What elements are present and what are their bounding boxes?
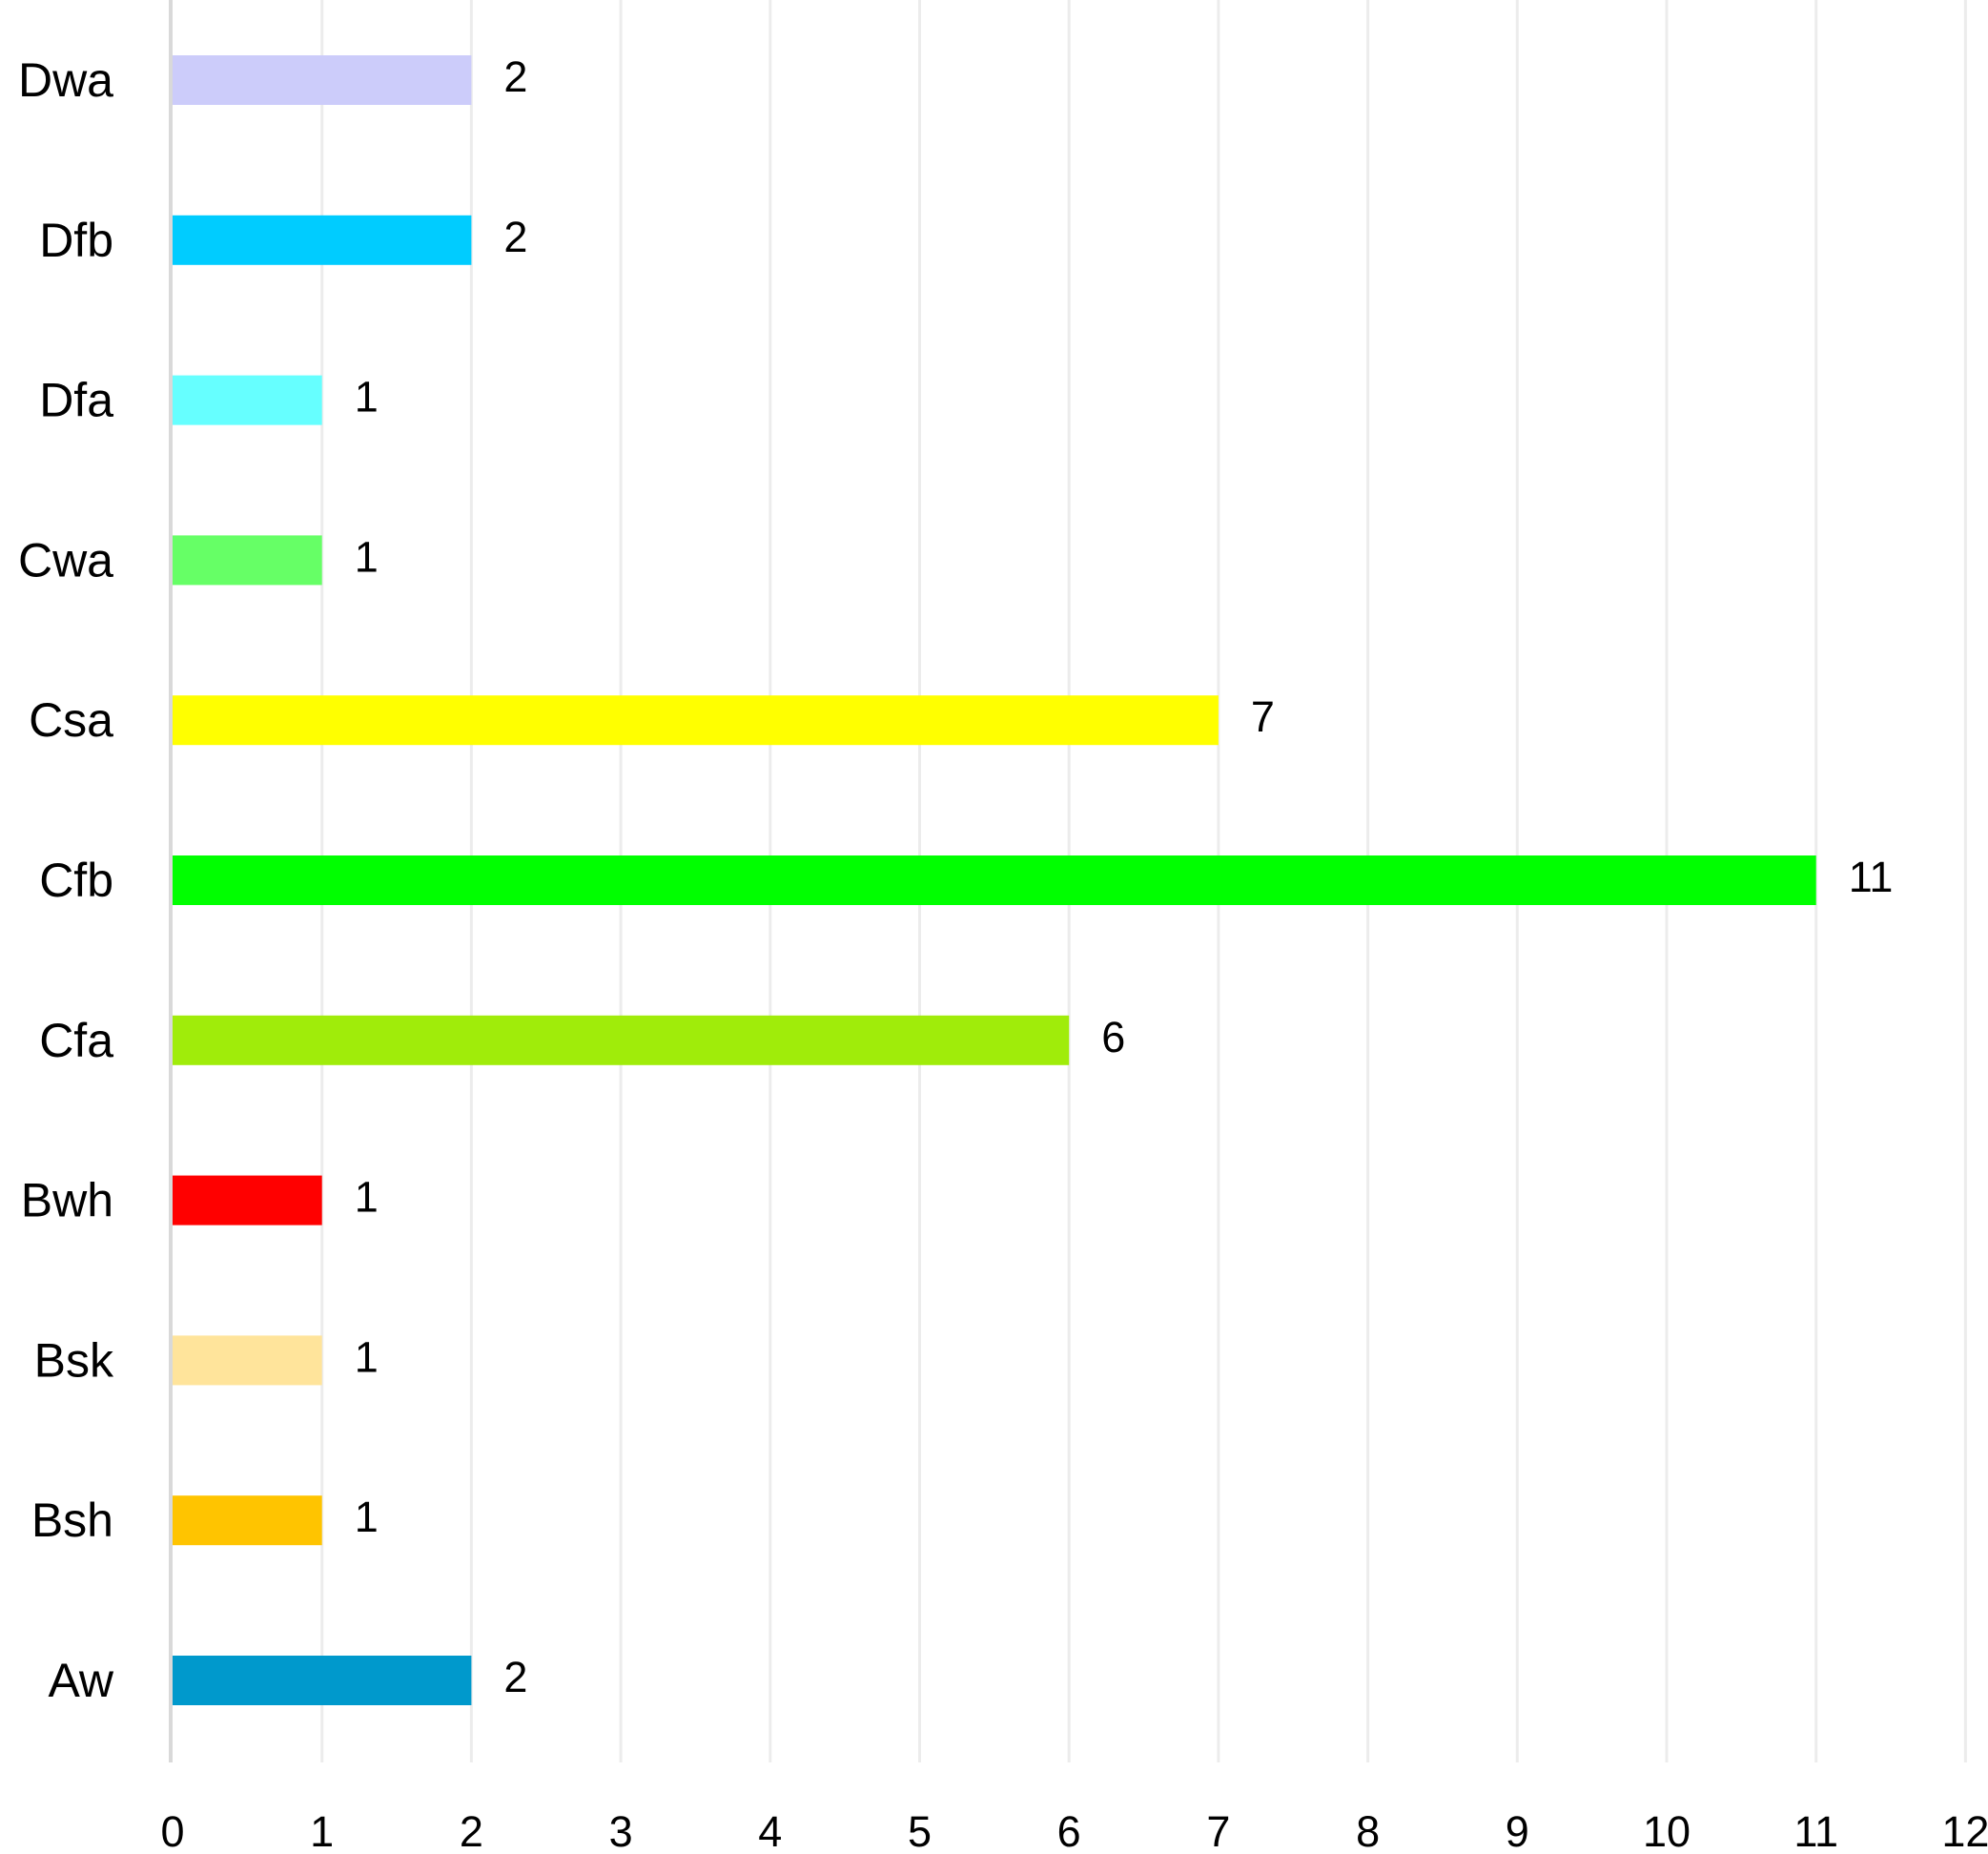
value-label-bsk: 1	[355, 1332, 379, 1381]
category-label-dwa: Dwa	[18, 53, 113, 107]
x-tick-label-8: 8	[1356, 1807, 1380, 1854]
bar-dwa	[173, 55, 472, 105]
bar-csa	[173, 695, 1219, 746]
category-label-aw: Aw	[48, 1654, 113, 1707]
category-label-cfb: Cfb	[39, 854, 113, 907]
value-label-cfb: 11	[1849, 853, 1894, 901]
x-tick-label-1: 1	[310, 1807, 334, 1854]
x-tick-label-3: 3	[609, 1807, 633, 1854]
x-tick-label-6: 6	[1057, 1807, 1081, 1854]
category-label-csa: Csa	[29, 693, 113, 747]
value-label-dwa: 2	[503, 52, 527, 101]
value-label-csa: 7	[1251, 692, 1275, 741]
x-tick-label-4: 4	[758, 1807, 782, 1854]
category-label-bwh: Bwh	[21, 1174, 113, 1227]
x-tick-label-0: 0	[160, 1807, 184, 1854]
category-label-cfa: Cfa	[39, 1014, 113, 1067]
value-label-cwa: 1	[355, 532, 379, 581]
value-label-cfa: 6	[1101, 1013, 1125, 1061]
bar-dfb	[173, 215, 472, 265]
x-tick-label-2: 2	[460, 1807, 483, 1854]
value-label-dfb: 2	[503, 213, 527, 261]
x-tick-label-9: 9	[1506, 1807, 1529, 1854]
bar-cfb	[173, 855, 1816, 905]
category-label-dfa: Dfa	[39, 374, 113, 427]
bar-dfa	[173, 375, 322, 425]
x-tick-label-5: 5	[908, 1807, 932, 1854]
x-tick-label-12: 12	[1941, 1807, 1988, 1854]
bar-cwa	[173, 535, 322, 586]
x-tick-label-11: 11	[1793, 1807, 1838, 1854]
value-label-bwh: 1	[355, 1173, 379, 1222]
x-tick-labels: 0 1 2 3 4 5 6 7 8 9 10 11 12	[160, 1807, 1988, 1854]
category-labels: Dwa Dfb Dfa Cwa Csa Cfb Cfa Bwh Bsk Bsh Aw	[18, 53, 114, 1707]
x-tick-label-7: 7	[1206, 1807, 1230, 1854]
category-label-bsh: Bsh	[31, 1494, 113, 1547]
value-label-aw: 2	[503, 1653, 527, 1701]
category-label-dfb: Dfb	[39, 214, 113, 267]
value-label-bsh: 1	[355, 1493, 379, 1541]
bar-cfa	[173, 1015, 1070, 1065]
bar-aw	[173, 1656, 472, 1705]
category-label-bsk: Bsk	[34, 1333, 114, 1387]
value-label-dfa: 1	[355, 373, 379, 422]
bar-bsh	[173, 1495, 322, 1546]
bar-bsk	[173, 1335, 322, 1386]
category-label-cwa: Cwa	[18, 533, 113, 587]
bar-bwh	[173, 1175, 322, 1226]
x-tick-label-10: 10	[1643, 1807, 1691, 1854]
bars	[173, 55, 1816, 1705]
